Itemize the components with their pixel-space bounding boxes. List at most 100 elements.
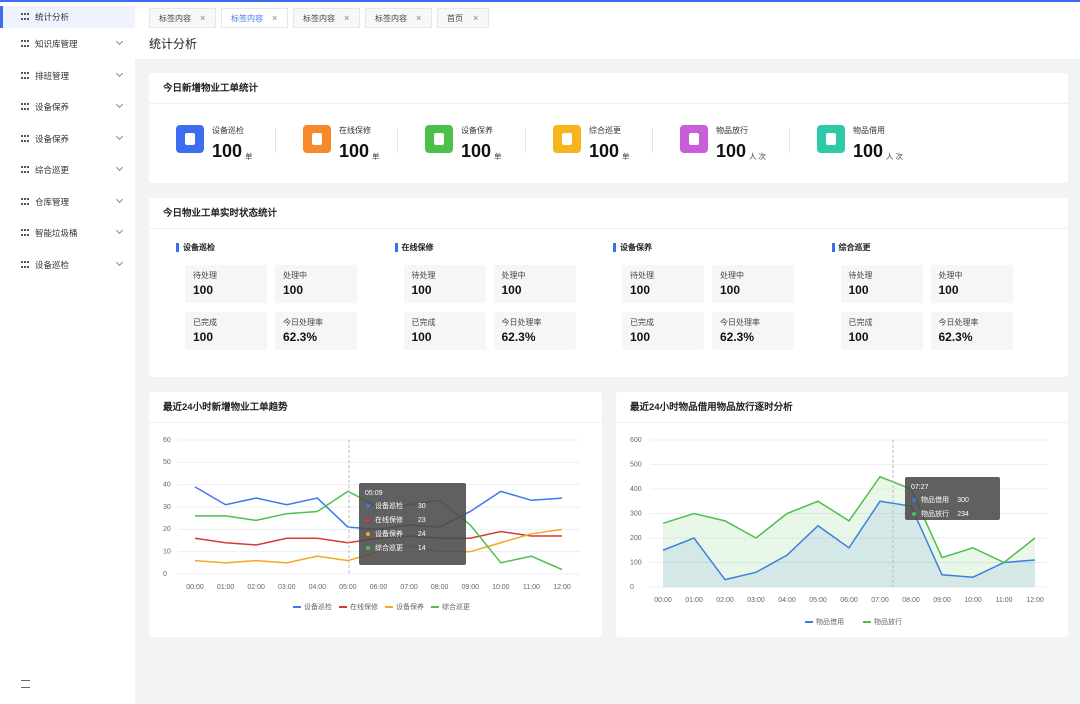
stat-value: 62.3% bbox=[720, 330, 755, 344]
nav-item[interactable]: 综合巡更 bbox=[0, 159, 135, 181]
item-icon bbox=[303, 125, 331, 153]
item-label: 物品放行 bbox=[716, 126, 748, 135]
icon-glyph bbox=[689, 133, 699, 145]
stat-label: 今日处理率 bbox=[283, 318, 323, 327]
stat-label: 处理中 bbox=[501, 271, 526, 280]
icon-glyph bbox=[312, 133, 322, 145]
stat-value: 100 bbox=[193, 330, 214, 344]
group-bar bbox=[613, 243, 616, 252]
stat-value: 100 bbox=[848, 330, 869, 344]
stat-box: 处理中 100 bbox=[712, 265, 794, 303]
stat-label: 今日处理率 bbox=[720, 318, 760, 327]
item-value: 100 bbox=[589, 141, 620, 161]
stat-label: 待处理 bbox=[848, 271, 873, 280]
nav-item[interactable]: 设备保养 bbox=[0, 96, 135, 118]
group-title: 设备保养 bbox=[620, 243, 652, 252]
nav-icon bbox=[21, 103, 29, 110]
nav-item[interactable]: 统计分析 bbox=[0, 6, 135, 28]
stat-box: 已完成 100 bbox=[840, 312, 923, 350]
nav-label: 设备保养 bbox=[35, 102, 70, 112]
stat-box: 处理中 100 bbox=[930, 265, 1013, 303]
separator bbox=[652, 128, 653, 153]
stat-value: 100 bbox=[630, 283, 651, 297]
icon-glyph bbox=[434, 133, 444, 145]
tab-label: 标签内容 bbox=[159, 14, 191, 23]
tab[interactable]: 标签内容 × bbox=[149, 8, 216, 28]
chevron bbox=[115, 258, 124, 266]
stat-box: 已完成 100 bbox=[622, 312, 704, 350]
item-icon bbox=[553, 125, 581, 153]
tab-close[interactable]: × bbox=[416, 13, 422, 23]
card-title: 最近24小时物品借用物品放行逐时分析 bbox=[630, 402, 793, 413]
chevron bbox=[115, 163, 124, 172]
stat-label: 处理中 bbox=[283, 271, 307, 280]
stat-box: 待处理 100 bbox=[622, 265, 704, 303]
item-label: 在线保修 bbox=[339, 126, 371, 135]
nav-label: 知识库管理 bbox=[35, 39, 78, 49]
tab-close[interactable]: × bbox=[473, 13, 479, 23]
stat-label: 今日处理率 bbox=[501, 318, 542, 327]
divider bbox=[149, 422, 602, 423]
item-icon bbox=[176, 125, 204, 153]
tab[interactable]: 首页 × bbox=[437, 8, 489, 28]
card: 今日物业工单实时状态统计 设备巡检 待处理 100 处理中 100 已完成 100 今日处理率 6… bbox=[149, 198, 1068, 377]
nav-label: 设备保养 bbox=[35, 133, 70, 144]
group-bar bbox=[394, 243, 398, 252]
nav-label: 综合巡更 bbox=[35, 165, 70, 175]
nav-label: 排班管理 bbox=[35, 70, 70, 81]
stat-box: 已完成 100 bbox=[185, 312, 267, 350]
tab-close[interactable]: × bbox=[200, 13, 206, 23]
item-unit: 单 bbox=[245, 152, 255, 161]
stat-label: 处理中 bbox=[720, 271, 744, 280]
page-title: 统计分析 bbox=[149, 37, 198, 51]
nav-item[interactable]: 设备保养 bbox=[0, 128, 135, 150]
item-label: 综合巡更 bbox=[589, 126, 621, 135]
stat-value: 100 bbox=[720, 283, 741, 297]
stat-box: 待处理 100 bbox=[840, 265, 923, 303]
nav-icon bbox=[21, 134, 29, 142]
stat-box: 今日处理率 62.3% bbox=[712, 312, 794, 350]
stat-value: 100 bbox=[411, 283, 432, 297]
group-bar bbox=[176, 243, 179, 252]
nav-item[interactable]: 设备巡检 bbox=[0, 254, 135, 276]
nav-icon bbox=[21, 197, 29, 205]
active-bar bbox=[0, 6, 3, 28]
card: 最近24小时新增物业工单趋势 bbox=[149, 392, 602, 637]
collapse-icon[interactable] bbox=[21, 680, 30, 688]
nav-item[interactable]: 智能垃圾桶 bbox=[0, 222, 135, 244]
stat-label: 待处理 bbox=[193, 271, 217, 280]
nav-item[interactable]: 排班管理 bbox=[0, 65, 135, 87]
tab-close[interactable]: × bbox=[272, 13, 278, 23]
tab-label: 标签内容 bbox=[303, 14, 335, 23]
nav-icon bbox=[21, 71, 29, 79]
nav-item[interactable]: 知识库管理 bbox=[0, 33, 135, 55]
nav-label: 统计分析 bbox=[35, 12, 70, 22]
tab[interactable]: 标签内容 × bbox=[221, 8, 288, 28]
group-title: 设备巡检 bbox=[183, 243, 215, 252]
item-icon bbox=[817, 125, 845, 153]
chevron bbox=[115, 37, 124, 46]
card-title: 今日新增物业工单统计 bbox=[163, 83, 259, 94]
card: 最近24小时物品借用物品放行逐时分析 bbox=[616, 392, 1068, 637]
stat-value: 100 bbox=[283, 283, 304, 297]
stat-label: 处理中 bbox=[938, 271, 963, 280]
nav-item[interactable]: 仓库管理 bbox=[0, 191, 135, 213]
item-value: 100 bbox=[339, 141, 370, 161]
sidebar: 统计分析 知识库管理 排班管理 设备保养 设备保养 综合巡更 仓库管理 智能垃圾桶 设备巡检 bbox=[0, 2, 135, 704]
stat-box: 已完成 100 bbox=[403, 312, 486, 350]
stat-label: 待处理 bbox=[411, 271, 436, 280]
tab[interactable]: 标签内容 × bbox=[365, 8, 432, 28]
stat-value: 100 bbox=[848, 283, 869, 297]
item-value: 100 bbox=[212, 141, 243, 161]
tab[interactable]: 标签内容 × bbox=[293, 8, 360, 28]
stat-value: 100 bbox=[411, 330, 432, 344]
icon-glyph bbox=[185, 133, 195, 145]
stat-label: 已完成 bbox=[630, 318, 654, 327]
stat-value: 100 bbox=[938, 283, 959, 297]
tab-close[interactable]: × bbox=[344, 13, 350, 23]
chevron bbox=[115, 100, 124, 109]
item-label: 设备巡检 bbox=[212, 126, 244, 135]
card: 今日新增物业工单统计 设备巡检 100 单在线保修 100 单设备保养 100 单综合巡更 10… bbox=[149, 73, 1068, 183]
item-unit: 人次 bbox=[749, 152, 768, 161]
